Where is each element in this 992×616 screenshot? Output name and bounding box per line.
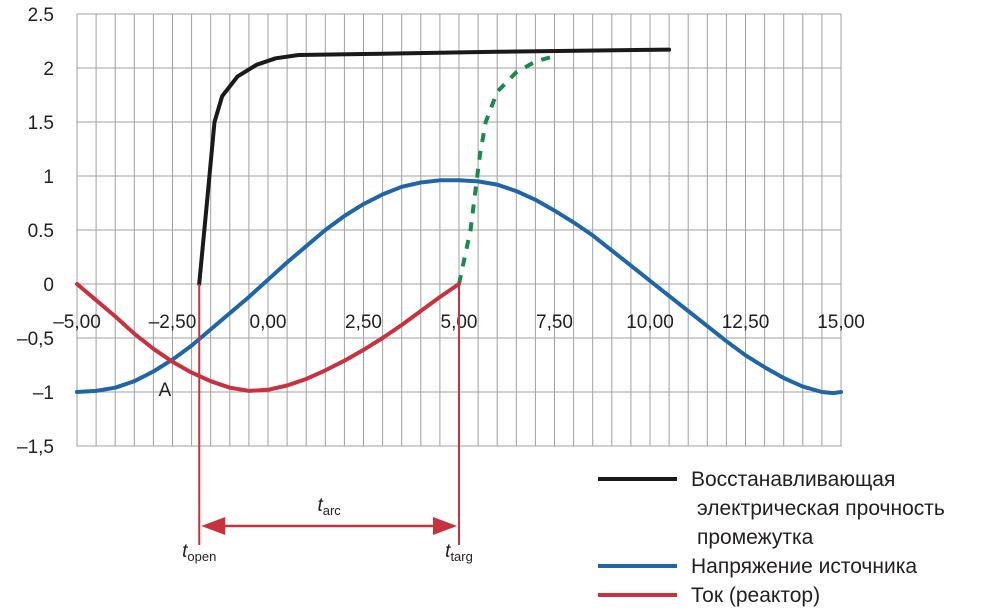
y-tick-label: –0,5: [17, 329, 54, 350]
x-tick-label: –5,00: [53, 312, 101, 333]
legend-label-recovery: промежутка: [697, 526, 814, 549]
series-line-recovery_after: [457, 53, 559, 285]
y-tick-label: 1: [43, 167, 54, 188]
y-tick-label: 0.5: [28, 221, 54, 242]
t-open-label-symbol: t: [182, 541, 188, 562]
y-tick-label: –1,5: [17, 437, 54, 458]
series-line-recovery: [197, 47, 672, 286]
y-tick-labels: 2.5 2 1.5 1 0.5 0 –0,5 –1 –1,5: [17, 5, 54, 458]
t-open-label: topen: [182, 541, 216, 564]
t-arc-label-subscript: arc: [323, 503, 342, 518]
legend-label-reactor_current: Ток (реактор): [691, 584, 820, 607]
x-tick-label: 2,50: [345, 312, 382, 333]
t-arc-arrowhead-right: [433, 517, 457, 535]
t-open-label-subscript: open: [187, 549, 216, 564]
y-tick-label: 0: [43, 275, 54, 296]
x-tick-label: 10,00: [626, 312, 674, 333]
t-arc-label: tarc: [317, 495, 341, 518]
series-line-reactor_current: [75, 282, 461, 393]
x-tick-label: 15,00: [817, 312, 865, 333]
t-targ-label: ttarg: [445, 541, 473, 564]
y-tick-label: 2: [43, 59, 54, 80]
y-tick-label: 1.5: [28, 113, 54, 134]
legend: Восстанавливающая электрическая прочность…: [598, 468, 945, 607]
point-a-label: A: [159, 380, 172, 401]
x-tick-label: –2,50: [149, 312, 197, 333]
t-arc-arrowhead-left: [201, 517, 226, 535]
legend-label-recovery: электрическая прочность: [697, 497, 945, 520]
x-tick-label: 7,50: [536, 312, 573, 333]
legend-label-source_voltage: Напряжение источника: [691, 555, 917, 578]
t-targ-label-symbol: t: [445, 541, 451, 562]
y-tick-label: 2.5: [28, 5, 54, 26]
chart-series: [75, 47, 843, 396]
t-targ-label-subscript: targ: [450, 549, 472, 564]
y-tick-label: –1: [33, 383, 54, 404]
t-arc-label-symbol: t: [317, 495, 323, 516]
x-tick-label: 0,00: [250, 312, 287, 333]
series-line-source_voltage: [75, 178, 843, 396]
x-tick-labels: –5,00 –2,50 0,00 2,50 5,00 7,50 10,00 12,50 15,0…: [53, 312, 865, 333]
x-tick-label: 12,50: [722, 312, 770, 333]
legend-label-recovery: Восстанавливающая: [691, 468, 895, 491]
